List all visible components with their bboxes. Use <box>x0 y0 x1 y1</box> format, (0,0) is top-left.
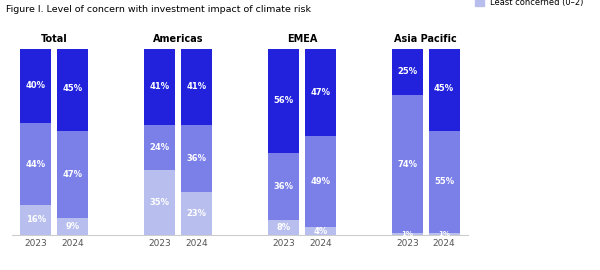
Text: 16%: 16% <box>26 215 46 224</box>
Bar <box>20 205 52 235</box>
Bar <box>181 125 212 192</box>
Bar <box>181 192 212 235</box>
Bar <box>144 125 175 170</box>
Text: 8%: 8% <box>277 223 290 232</box>
Bar <box>305 49 336 136</box>
Bar <box>20 49 52 123</box>
Bar <box>428 131 460 233</box>
Text: 25%: 25% <box>397 68 418 76</box>
Text: Asia Pacific: Asia Pacific <box>394 34 457 44</box>
Legend: Most concerned (8–10), Somewhat concerned (3–7), Least concerned (0–2): Most concerned (8–10), Somewhat concerne… <box>475 0 600 7</box>
Bar <box>305 227 336 235</box>
Text: 47%: 47% <box>310 88 330 97</box>
Text: 47%: 47% <box>62 170 83 179</box>
Text: 23%: 23% <box>187 209 206 218</box>
Text: Total: Total <box>41 34 68 44</box>
Bar <box>57 47 88 131</box>
Bar <box>392 95 423 233</box>
Text: 56%: 56% <box>274 96 293 105</box>
Text: 41%: 41% <box>150 82 170 91</box>
Text: 9%: 9% <box>65 222 80 231</box>
Bar <box>428 233 460 235</box>
Text: 4%: 4% <box>313 227 328 236</box>
Text: EMEA: EMEA <box>287 34 317 44</box>
Text: 24%: 24% <box>150 143 170 152</box>
Bar <box>57 131 88 218</box>
Text: 40%: 40% <box>26 81 46 90</box>
Text: 41%: 41% <box>187 82 206 91</box>
Bar <box>268 220 299 235</box>
Bar <box>268 49 299 153</box>
Bar <box>392 49 423 95</box>
Text: 45%: 45% <box>62 84 83 93</box>
Text: 45%: 45% <box>434 84 454 93</box>
Text: 55%: 55% <box>434 177 454 186</box>
Bar <box>428 47 460 131</box>
Text: 1%: 1% <box>401 231 413 237</box>
Text: 1%: 1% <box>438 231 450 237</box>
Bar <box>305 136 336 227</box>
Text: 44%: 44% <box>26 160 46 168</box>
Bar <box>20 123 52 205</box>
Text: 36%: 36% <box>187 154 206 163</box>
Bar <box>392 233 423 235</box>
Bar <box>57 218 88 235</box>
Text: 36%: 36% <box>274 182 293 191</box>
Bar <box>144 49 175 125</box>
Text: 74%: 74% <box>397 160 418 168</box>
Text: 35%: 35% <box>150 198 170 207</box>
Text: 49%: 49% <box>310 177 330 186</box>
Bar <box>268 153 299 220</box>
Bar <box>181 49 212 125</box>
Text: Americas: Americas <box>153 34 203 44</box>
Bar <box>144 170 175 235</box>
Text: Figure I. Level of concern with investment impact of climate risk: Figure I. Level of concern with investme… <box>6 5 311 14</box>
